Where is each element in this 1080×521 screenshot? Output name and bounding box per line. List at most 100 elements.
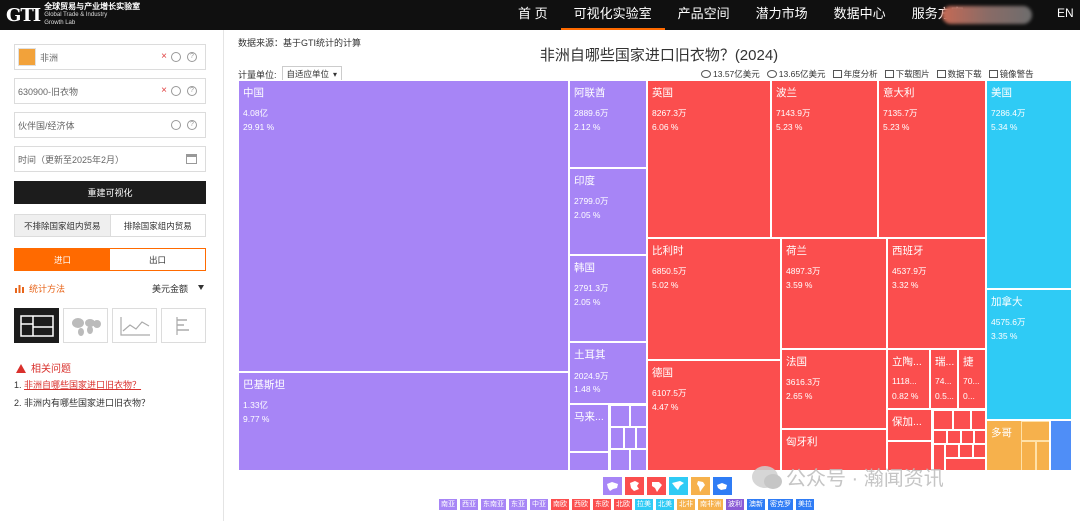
rebuild-visualization-button[interactable]: 重建可视化	[14, 181, 206, 204]
gear-icon[interactable]	[171, 86, 181, 96]
region-field[interactable]: 非洲 × ?	[14, 44, 206, 70]
treemap-cell-uae[interactable]: 阿联酋 2889.6万 2.12 %	[569, 80, 647, 168]
region-chip[interactable]: 东亚	[509, 499, 527, 510]
region-chip[interactable]: 南亚	[439, 499, 457, 510]
region-chip[interactable]: 密克罗	[768, 499, 793, 510]
cell-pct: 2.05 %	[574, 297, 601, 307]
help-icon[interactable]: ?	[187, 86, 197, 96]
gear-icon[interactable]	[171, 120, 181, 130]
related-question-1[interactable]: 1. 非洲自哪些国家进口旧衣物？	[14, 378, 141, 391]
mirror-warning-button[interactable]: 镜像警告	[988, 68, 1034, 80]
no-exclude-option[interactable]: 不排除国家组内贸易	[15, 215, 110, 236]
treemap-cell-malaysia[interactable]: 马来...	[569, 404, 609, 452]
treemap-cell-belgium[interactable]: 比利时 6850.5万 5.02 %	[647, 238, 781, 360]
help-icon[interactable]: ?	[187, 52, 197, 62]
map-view-button[interactable]	[63, 308, 108, 343]
europe-filter[interactable]	[625, 477, 644, 495]
region-chip[interactable]: 波利	[726, 499, 744, 510]
cell-name: 美国	[991, 87, 1012, 99]
download-data-button[interactable]: 数据下载	[936, 68, 982, 80]
nav-product-space[interactable]: 产品空间	[677, 6, 730, 21]
exclude-option[interactable]: 排除国家组内贸易	[109, 215, 206, 236]
calendar-icon[interactable]	[186, 154, 197, 164]
region-chip[interactable]: 拉美	[635, 499, 653, 510]
cell-value: 6850.5万	[652, 266, 687, 276]
treemap-cell-china[interactable]: 中国 4.08亿 29.91 %	[238, 80, 569, 372]
region-chip[interactable]: 北美	[656, 499, 674, 510]
region-chip[interactable]: 澳新	[747, 499, 765, 510]
line-view-button[interactable]	[112, 308, 157, 343]
region-chip[interactable]: 西欧	[572, 499, 590, 510]
import-tab[interactable]: 进口	[15, 249, 110, 270]
treemap-cell-czech[interactable]: 捷 70... 0...	[958, 349, 986, 409]
treemap-cell-germany[interactable]: 德国 6107.5万 4.47 %	[647, 360, 781, 471]
treemap-cell-switzerland[interactable]: 瑞... 74... 0.5...	[930, 349, 958, 409]
region-chip[interactable]: 东欧	[593, 499, 611, 510]
time-field[interactable]: 时间（更新至2025年2月）	[14, 146, 206, 172]
oceania-filter[interactable]	[713, 477, 732, 495]
annual-analysis-button[interactable]: 年度分析	[832, 68, 878, 80]
top-navigation-bar: GTI 全球贸易与产业增长实验室 Global Trade & Industry…	[0, 0, 1080, 30]
region-chip[interactable]: 北欧	[614, 499, 632, 510]
asia-filter[interactable]	[603, 477, 622, 495]
treemap-cell-small-europe[interactable]	[887, 441, 932, 471]
treemap-cell-uk[interactable]: 英国 8267.3万 6.06 %	[647, 80, 771, 238]
north-america-filter[interactable]	[669, 477, 688, 495]
clear-icon[interactable]: ×	[161, 85, 167, 96]
total-value-a[interactable]: 13.57亿美元	[701, 68, 760, 80]
treemap-cell-turkey[interactable]: 土耳其 2024.9万 1.48 %	[569, 342, 647, 404]
region-chip[interactable]: 美拉	[796, 499, 814, 510]
south-america-filter[interactable]	[691, 477, 710, 495]
treemap-cell-lithuania[interactable]: 立陶... 1118... 0.82 %	[887, 349, 930, 409]
treemap-cell-usa[interactable]: 美国 7286.4万 5.34 %	[986, 80, 1072, 289]
stat-method-icon	[15, 284, 24, 293]
treemap-cell-netherlands[interactable]: 荷兰 4897.3万 3.59 %	[781, 238, 887, 349]
treemap-cell-pakistan[interactable]: 巴基斯坦 1.33亿 9.77 %	[238, 372, 569, 471]
cell-name: 巴基斯坦	[243, 379, 285, 391]
treemap-cell-canada[interactable]: 加拿大 4575.6万 3.35 %	[986, 289, 1072, 420]
cell-pct: 4.47 %	[652, 402, 679, 412]
clear-icon[interactable]: ×	[161, 51, 167, 62]
help-icon[interactable]: ?	[187, 120, 197, 130]
stat-method-select[interactable]: 统计方法 美元金额	[14, 281, 206, 295]
treemap-cell-france[interactable]: 法国 3616.3万 2.65 %	[781, 349, 887, 429]
bar-view-button[interactable]	[161, 308, 206, 343]
treemap-cell-hungary[interactable]: 匈牙利	[781, 429, 887, 471]
treemap-cell-oceania[interactable]	[1050, 420, 1072, 471]
user-account-blurred[interactable]	[942, 6, 1032, 24]
region-chip[interactable]: 北非	[677, 499, 695, 510]
treemap-cell-italy[interactable]: 意大利 7135.7万 5.23 %	[878, 80, 986, 238]
product-field[interactable]: 630900-旧衣物 × ?	[14, 78, 206, 104]
nav-potential-market[interactable]: 潜力市场	[755, 6, 808, 21]
treemap-cell-korea[interactable]: 韩国 2791.3万 2.05 %	[569, 255, 647, 342]
q-link[interactable]: 非洲自哪些国家进口旧衣物？	[24, 380, 142, 390]
treemap-cell-bulgaria[interactable]: 保加...	[887, 409, 932, 441]
treemap-cell-spain[interactable]: 西班牙 4537.9万 3.32 %	[887, 238, 986, 349]
nav-home[interactable]: 首 页	[518, 6, 548, 21]
region-chip[interactable]: 西亚	[460, 499, 478, 510]
nav-data-center[interactable]: 数据中心	[833, 6, 886, 21]
region-chip[interactable]: 东南亚	[481, 499, 506, 510]
africa-filter[interactable]	[647, 477, 666, 495]
treemap-cell-togo[interactable]: 多哥	[986, 420, 1050, 471]
treemap-cell-small-asia[interactable]	[569, 452, 609, 471]
nav-visualization-lab[interactable]: 可视化实验室	[560, 0, 665, 30]
cell-value: 7143.9万	[776, 108, 811, 118]
total-value-b[interactable]: 13.65亿美元	[766, 68, 826, 80]
gti-logo[interactable]: GTI 全球贸易与产业增长实验室 Global Trade & Industry…	[6, 3, 140, 27]
treemap-view-button[interactable]	[14, 308, 59, 343]
partner-field[interactable]: 伙伴国/经济体 ?	[14, 112, 206, 138]
q-text[interactable]: 非洲内有哪些国家进口旧衣物？	[24, 398, 151, 408]
download-image-button[interactable]: 下载图片	[884, 68, 930, 80]
chart-type-selector	[14, 308, 206, 343]
language-switch[interactable]: EN	[1057, 6, 1074, 20]
related-question-2[interactable]: 2. 非洲内有哪些国家进口旧衣物？	[14, 396, 150, 409]
export-tab[interactable]: 出口	[148, 254, 166, 265]
treemap-cell-poland[interactable]: 波兰 7143.9万 5.23 %	[771, 80, 878, 238]
gear-icon[interactable]	[171, 52, 181, 62]
treemap-cell-india[interactable]: 印度 2799.0万 2.05 %	[569, 168, 647, 255]
region-chip[interactable]: 南非洲	[698, 499, 723, 510]
continent-filter	[603, 477, 732, 495]
region-chip[interactable]: 南欧	[551, 499, 569, 510]
region-chip[interactable]: 中亚	[530, 499, 548, 510]
